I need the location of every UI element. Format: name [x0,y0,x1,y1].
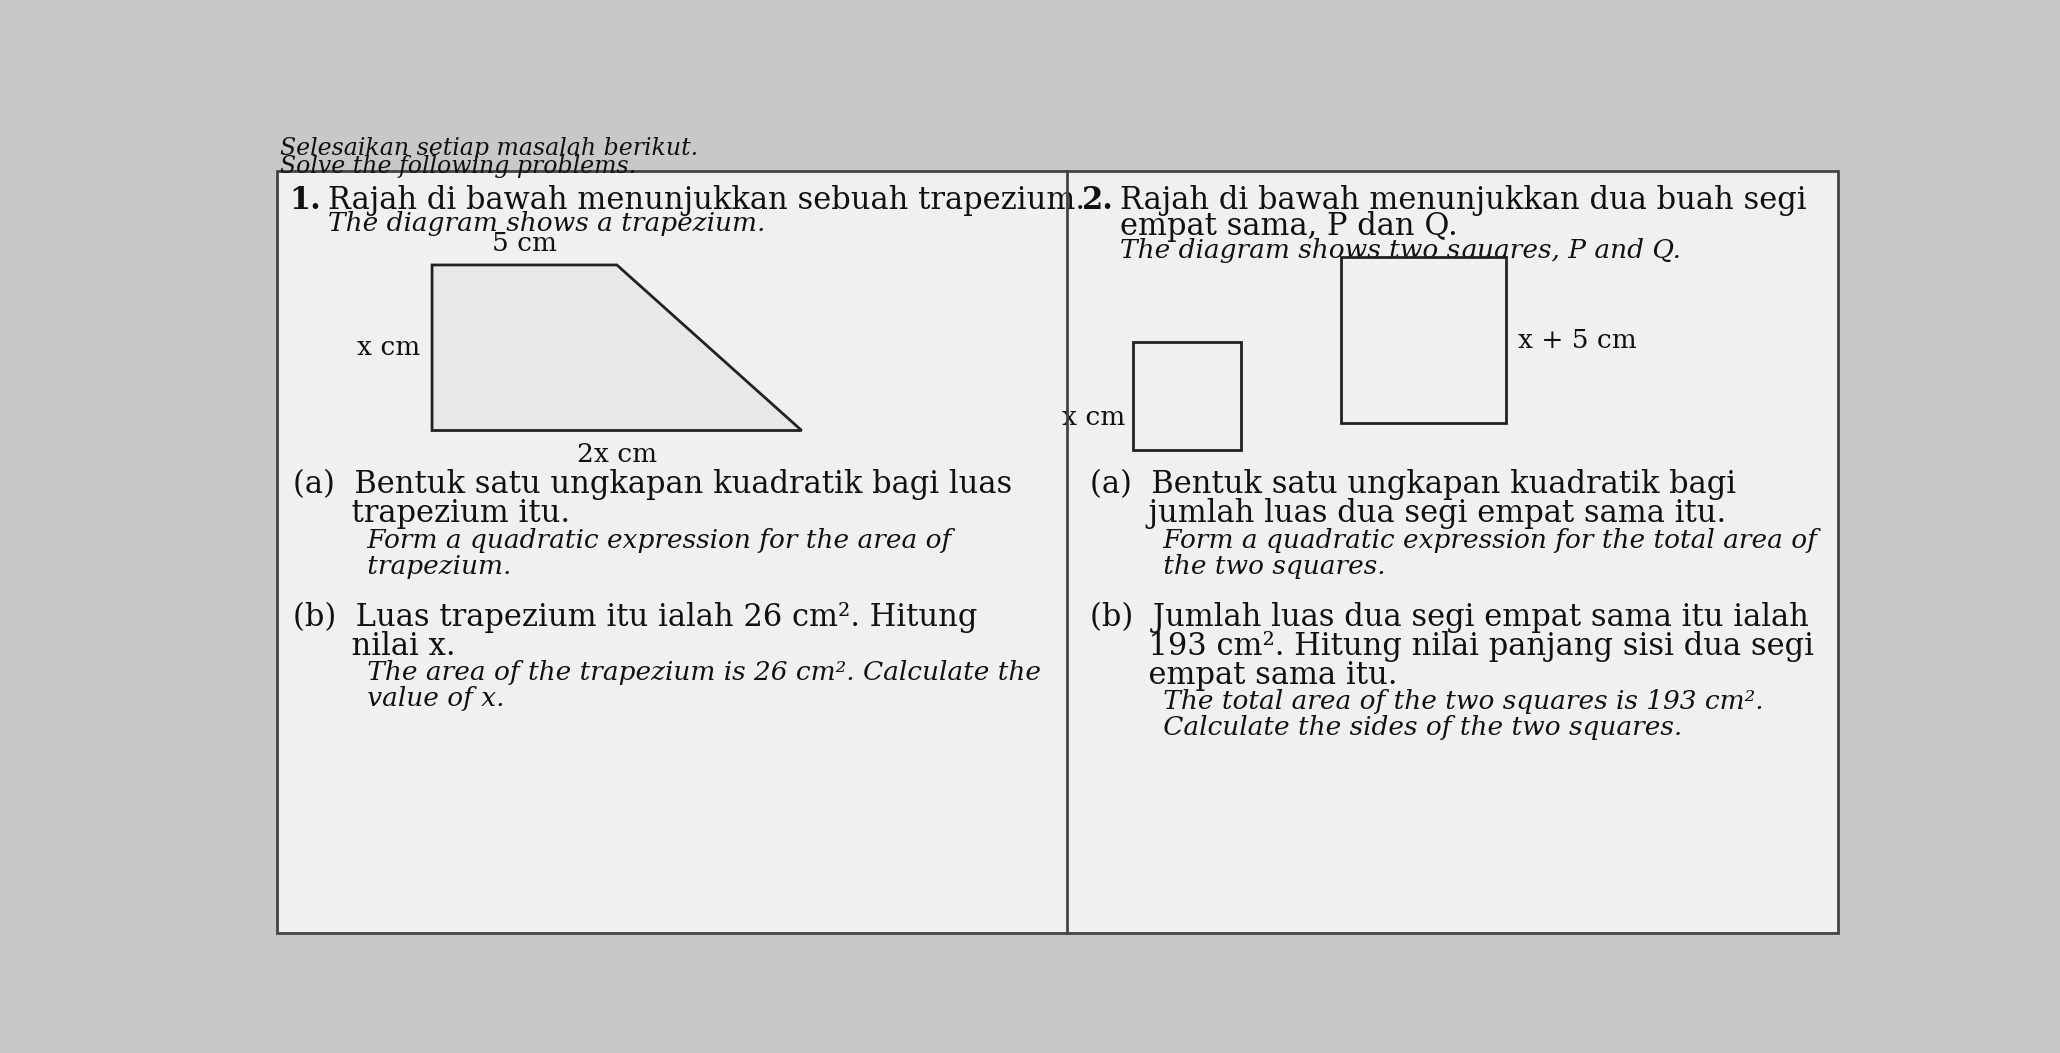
Text: (a)  Bentuk satu ungkapan kuadratik bagi luas: (a) Bentuk satu ungkapan kuadratik bagi … [293,469,1014,500]
Text: the two squares.: the two squares. [1112,554,1386,579]
Text: trapezium itu.: trapezium itu. [293,498,571,530]
Text: The diagram shows a trapezium.: The diagram shows a trapezium. [328,211,766,236]
Text: Form a quadratic expression for the area of: Form a quadratic expression for the area… [317,528,952,553]
Bar [1133,342,1240,450]
Text: (b)  Jumlah luas dua segi empat sama itu ialah: (b) Jumlah luas dua segi empat sama itu … [1090,601,1809,633]
Text: 5 cm: 5 cm [492,231,556,256]
Text: 1.: 1. [290,185,321,216]
Text: jumlah luas dua segi empat sama itu.: jumlah luas dua segi empat sama itu. [1090,498,1726,530]
Text: The diagram shows two squares, P and Q.: The diagram shows two squares, P and Q. [1121,238,1681,263]
Text: (b)  Luas trapezium itu ialah 26 cm². Hitung: (b) Luas trapezium itu ialah 26 cm². Hit… [293,601,978,633]
Bar [1341,257,1506,423]
Text: 193 cm². Hitung nilai panjang sisi dua segi: 193 cm². Hitung nilai panjang sisi dua s… [1090,631,1813,661]
Text: Solve the following problems.: Solve the following problems. [280,155,637,178]
Bar [262,126,1850,171]
Text: Rajah di bawah menunjukkan dua buah segi: Rajah di bawah menunjukkan dua buah segi [1121,185,1807,216]
Text: x + 5 cm: x + 5 cm [1518,327,1636,353]
Text: The area of the trapezium is 26 cm². Calculate the: The area of the trapezium is 26 cm². Cal… [317,660,1040,684]
Text: empat sama itu.: empat sama itu. [1090,660,1397,691]
Text: value of x.: value of x. [317,687,505,711]
Text: (a)  Bentuk satu ungkapan kuadratik bagi: (a) Bentuk satu ungkapan kuadratik bagi [1090,469,1737,500]
Text: P: P [1178,382,1197,410]
Text: x cm: x cm [356,335,420,360]
Text: 2.: 2. [1082,185,1114,216]
Text: Rajah di bawah menunjukkan sebuah trapezium.: Rajah di bawah menunjukkan sebuah trapez… [328,185,1086,216]
Text: trapezium.: trapezium. [317,554,511,579]
Polygon shape [433,265,801,431]
Text: Q: Q [1411,326,1436,354]
Text: x cm: x cm [1061,405,1125,430]
Text: nilai x.: nilai x. [293,631,455,661]
Text: empat sama, P dan Q.: empat sama, P dan Q. [1121,211,1458,242]
Text: Form a quadratic expression for the total area of: Form a quadratic expression for the tota… [1112,528,1817,553]
Text: The total area of the two squares is 193 cm².: The total area of the two squares is 193… [1112,690,1763,714]
Text: 2x cm: 2x cm [577,442,657,468]
Text: Calculate the sides of the two squares.: Calculate the sides of the two squares. [1112,715,1681,740]
Text: Selesaikan setiap masalah berikut.: Selesaikan setiap masalah berikut. [280,137,698,160]
